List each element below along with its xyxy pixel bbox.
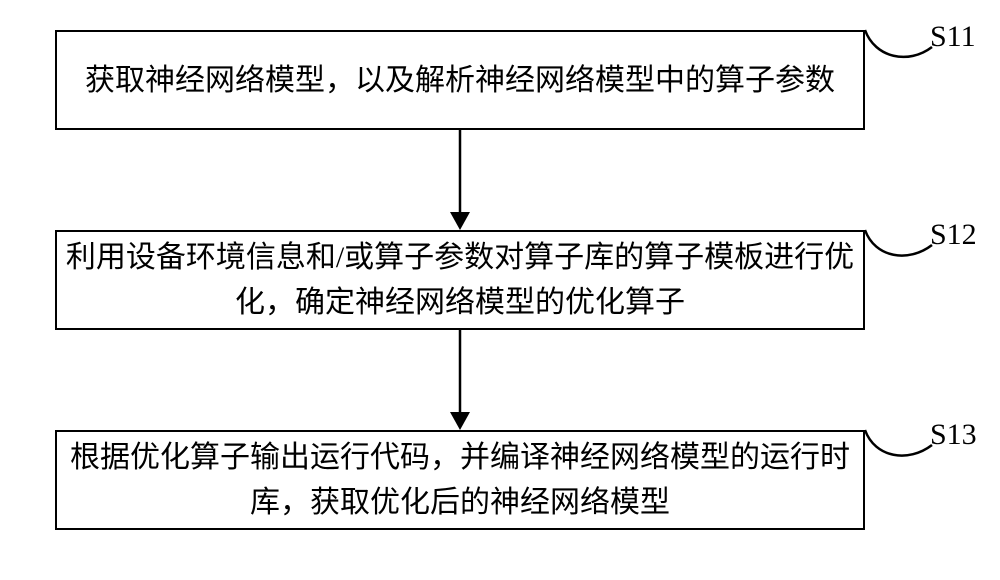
flow-step-s13: 根据优化算子输出运行代码，并编译神经网络模型的运行时库，获取优化后的神经网络模型 <box>55 430 865 530</box>
step-label-s13: S13 <box>930 418 977 452</box>
step-label-text: S11 <box>930 20 976 53</box>
flow-step-text: 根据优化算子输出运行代码，并编译神经网络模型的运行时库，获取优化后的神经网络模型 <box>57 435 863 525</box>
flow-step-s12: 利用设备环境信息和/或算子参数对算子库的算子模板进行优化，确定神经网络模型的优化… <box>55 230 865 330</box>
flowchart-canvas: 获取神经网络模型，以及解析神经网络模型中的算子参数 利用设备环境信息和/或算子参… <box>0 0 1000 580</box>
flow-step-text: 利用设备环境信息和/或算子参数对算子库的算子模板进行优化，确定神经网络模型的优化… <box>57 235 863 325</box>
flow-step-s11: 获取神经网络模型，以及解析神经网络模型中的算子参数 <box>55 30 865 130</box>
step-label-s12: S12 <box>930 218 977 252</box>
step-label-text: S13 <box>930 418 977 451</box>
flow-step-text: 获取神经网络模型，以及解析神经网络模型中的算子参数 <box>57 58 863 103</box>
step-label-s11: S11 <box>930 20 976 54</box>
step-label-text: S12 <box>930 218 977 251</box>
